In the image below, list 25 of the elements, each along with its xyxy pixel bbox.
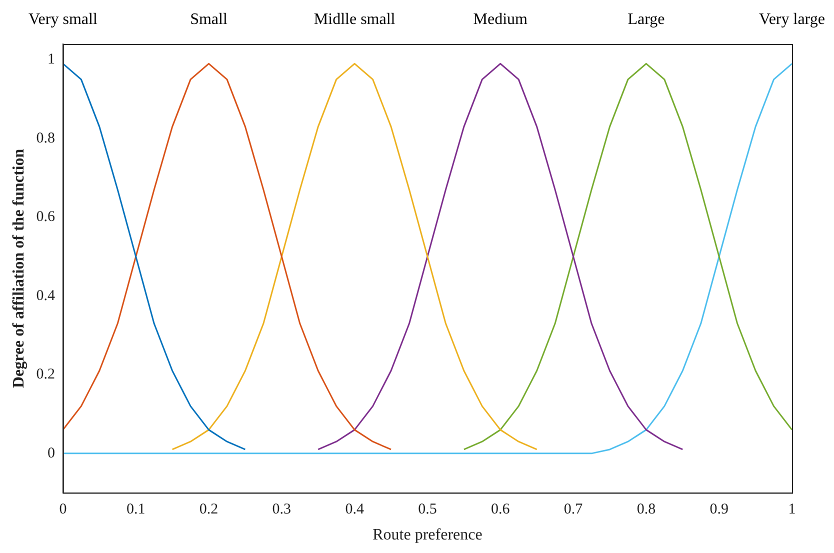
x-tick-label: 0.3 [272, 502, 292, 518]
x-tick-label: 0.2 [199, 502, 218, 518]
x-tick-label: 0.5 [418, 502, 437, 518]
x-tick-label: 0.1 [126, 502, 146, 518]
y-tick-label: 0.2 [36, 366, 55, 383]
x-tick-label: 0.7 [564, 502, 584, 518]
x-axis-title: Route preference [372, 526, 482, 544]
text: Very large [759, 11, 825, 28]
text: Midlle small [314, 11, 396, 28]
y-axis-title: Degree of affiliation of the function [10, 148, 28, 388]
y-tick-label: 0.6 [36, 209, 56, 226]
text: Large [628, 11, 665, 28]
x-tick-label: 0 [59, 502, 67, 518]
x-tick-label: 0.9 [710, 502, 728, 518]
y-tick-label: 0 [47, 445, 55, 462]
y-tick-label: 0.8 [36, 130, 55, 146]
y-tick-label: 1 [47, 52, 55, 68]
text: Very small [28, 11, 98, 28]
x-tick-label: 1 [788, 502, 796, 518]
x-tick-label: 0.4 [345, 502, 364, 518]
text: Small [190, 11, 228, 28]
text: Medium [473, 11, 528, 28]
x-tick-label: 0.6 [491, 502, 510, 518]
x-tick-label: 0.8 [636, 502, 656, 518]
y-tick-label: 0.4 [36, 288, 56, 304]
